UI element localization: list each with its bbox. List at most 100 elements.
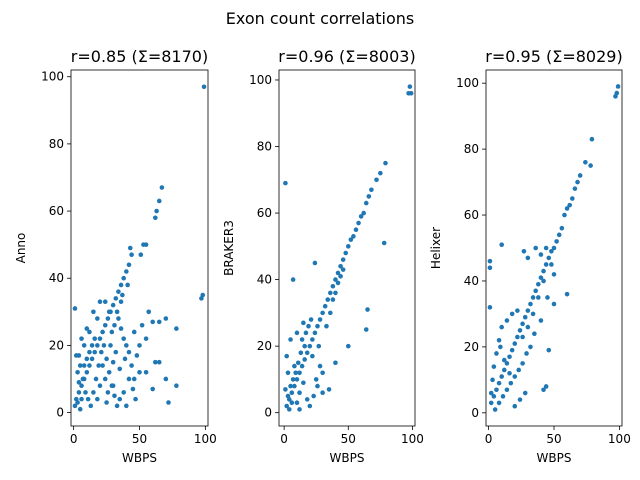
scatter-point [293, 370, 298, 376]
scatter-point [81, 363, 87, 368]
scatter-point [91, 309, 96, 315]
scatter-point [492, 407, 498, 412]
scatter-point [126, 349, 132, 355]
scatter-point [154, 208, 159, 214]
scatter-point [285, 370, 291, 376]
scatter-point [201, 84, 207, 90]
y-tick-label: 100 [456, 76, 479, 90]
scatter-point [174, 326, 179, 331]
scatter-point [575, 179, 580, 185]
scatter-point [286, 407, 292, 412]
scatter-point [307, 343, 313, 349]
scatter-point [75, 369, 80, 375]
y-tick-label: 0 [264, 406, 272, 420]
scatter-point [290, 277, 296, 282]
scatter-point [508, 380, 514, 386]
x-tick-label: 100 [401, 432, 424, 446]
scatter-point [283, 387, 288, 392]
scatter-point [496, 380, 502, 386]
y-tick-label: 60 [49, 204, 64, 218]
scatter-point [538, 275, 544, 280]
scatter-point [108, 343, 113, 348]
scatter-point [541, 387, 546, 393]
scatter-point [100, 363, 105, 368]
x-tick-label: 0 [485, 432, 493, 446]
scatter-point [515, 308, 520, 313]
scatter-point [304, 397, 310, 402]
scatter-point [297, 390, 302, 396]
scatter-point [106, 369, 112, 375]
scatter-point [159, 185, 165, 190]
scatter-point [150, 319, 155, 325]
scatter-point [283, 180, 288, 186]
scatter-point [102, 376, 108, 382]
scatter-point [522, 390, 528, 396]
scatter-point [504, 361, 510, 366]
scatter-point [302, 343, 307, 349]
scatter-point [572, 186, 578, 191]
scatter-point [325, 297, 331, 302]
scatter-point [301, 380, 306, 386]
scatter-point [490, 377, 495, 383]
scatter-point [340, 267, 346, 272]
scatter-point [121, 390, 126, 395]
scatter-point [335, 270, 341, 276]
scatter-point [487, 305, 493, 310]
scatter-point [326, 387, 332, 392]
scatter-point [310, 353, 315, 359]
scatter-point [615, 84, 621, 89]
scatter-point [570, 196, 575, 201]
scatter-point [95, 396, 100, 402]
scatter-point [92, 336, 98, 341]
scatter-point [315, 323, 320, 329]
y-tick-label: 0 [471, 406, 479, 420]
scatter-point [79, 396, 84, 402]
scatter-point [131, 329, 137, 335]
scatter-point [525, 324, 531, 330]
scatter-point [84, 326, 90, 331]
scatter-point [335, 280, 341, 286]
scatter-point [512, 341, 518, 346]
scatter-point [92, 349, 98, 355]
scatter-point [530, 295, 536, 300]
scatter-point [546, 255, 552, 261]
scatter-point [556, 232, 562, 238]
scatter-point [521, 248, 527, 254]
subplot-panels: 0 50 100 0 20 40 60 80 100 r=0.85 (Σ=8170) WBPS Ann… [14, 47, 631, 465]
scatter-point [84, 356, 90, 362]
scatter-point [363, 327, 369, 332]
scatter-point [156, 319, 162, 325]
scatter-point [84, 369, 90, 375]
scatter-point [121, 275, 126, 281]
scatter-point [500, 394, 506, 399]
scatter-point [502, 357, 507, 363]
scatter-point [538, 252, 544, 257]
scatter-point [76, 380, 82, 385]
scatter-point [307, 403, 313, 409]
y-tick-label: 0 [56, 406, 64, 420]
subplot-1: 0 50 100 0 20 40 60 80 100 r=0.85 (Σ=8170) WBPS Ann… [14, 47, 217, 465]
scatter-point [288, 337, 293, 342]
scatter-point [520, 321, 525, 327]
scatter-point [166, 400, 171, 405]
scatter-point [407, 84, 413, 89]
scatter-point [87, 329, 92, 335]
scatter-point [613, 94, 618, 99]
scatter-point [524, 351, 529, 356]
scatter-point [153, 359, 158, 365]
scatter-point [89, 356, 95, 362]
scatter-point [306, 323, 311, 329]
scatter-point [551, 301, 557, 307]
scatter-point [303, 330, 309, 336]
scatter-point [366, 194, 372, 199]
scatter-point [322, 303, 328, 309]
scatter-point [122, 356, 128, 362]
scatter-point [328, 290, 333, 296]
scatter-point [496, 400, 502, 406]
scatter-point [525, 255, 531, 261]
x-tick-label: 100 [608, 432, 631, 446]
scatter-point [138, 252, 144, 258]
scatter-point [487, 258, 493, 264]
scatter-point [97, 336, 103, 341]
scatter-point [288, 383, 293, 389]
